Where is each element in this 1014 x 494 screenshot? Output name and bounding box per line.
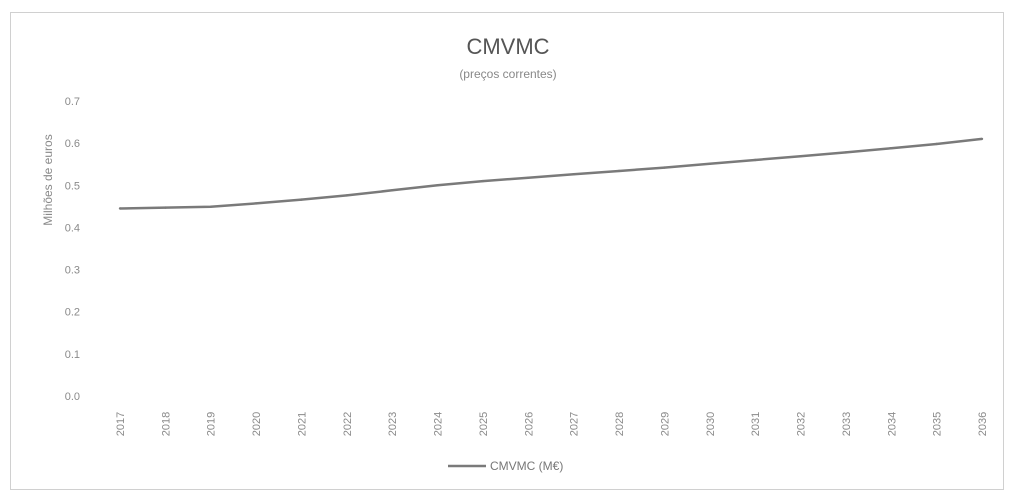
y-tick-label: 0.0 xyxy=(65,391,80,403)
data-point xyxy=(980,137,984,141)
legend: CMVMC (M€) xyxy=(448,459,563,473)
data-point xyxy=(572,173,575,176)
y-tick-label: 0.7 xyxy=(65,96,80,108)
data-point xyxy=(844,151,848,154)
y-tick-label: 0.5 xyxy=(65,180,80,192)
x-tick-label: 2017 xyxy=(115,412,127,436)
x-tick-label: 2023 xyxy=(387,412,399,436)
x-tick-labels: 2017 2018 2019 2020 2021 2022 2023 2024 2025 2026… xyxy=(115,412,989,436)
x-tick-label: 2034 xyxy=(886,412,898,436)
data-point xyxy=(345,194,349,197)
y-tick-label: 0.2 xyxy=(65,307,80,319)
x-tick-label: 2021 xyxy=(296,412,308,436)
data-point xyxy=(799,155,802,158)
chart-title: CMVMC xyxy=(466,34,549,59)
data-point xyxy=(300,198,303,201)
x-tick-label: 2020 xyxy=(251,412,263,436)
data-point xyxy=(209,205,212,208)
y-tick-labels: 0.0 0.1 0.2 0.3 0.4 0.5 0.6 0.7 xyxy=(65,96,80,403)
data-point xyxy=(254,202,258,205)
x-tick-label: 2029 xyxy=(659,412,671,436)
data-point xyxy=(481,179,485,183)
x-tick-label: 2026 xyxy=(523,412,535,436)
data-point xyxy=(890,147,893,150)
y-tick-label: 0.6 xyxy=(65,138,80,150)
data-point xyxy=(391,189,394,192)
x-tick-label: 2025 xyxy=(478,412,490,436)
x-tick-label: 2031 xyxy=(750,412,762,436)
chart-frame xyxy=(10,12,1004,490)
data-point xyxy=(118,207,122,210)
data-point xyxy=(527,176,530,179)
data-point xyxy=(663,166,666,169)
y-axis-label: Milhões de euros xyxy=(41,134,55,225)
data-point xyxy=(935,142,938,146)
x-tick-label: 2022 xyxy=(342,412,354,436)
data-point xyxy=(753,158,757,162)
x-tick-label: 2019 xyxy=(206,412,218,436)
data-point xyxy=(164,206,167,209)
data-point xyxy=(617,169,621,173)
x-tick-label: 2018 xyxy=(160,412,172,436)
legend-entry: CMVMC (M€) xyxy=(490,459,563,473)
x-tick-label: 2027 xyxy=(569,412,581,436)
series-line xyxy=(119,137,983,210)
y-tick-label: 0.1 xyxy=(65,349,80,361)
chart-subtitle: (preços correntes) xyxy=(459,67,556,81)
y-tick-label: 0.4 xyxy=(65,222,80,234)
x-tick-label: 2032 xyxy=(796,412,808,436)
x-tick-label: 2028 xyxy=(614,412,626,436)
x-tick-label: 2024 xyxy=(433,412,445,436)
x-tick-label: 2030 xyxy=(705,412,717,436)
x-tick-label: 2036 xyxy=(977,412,989,436)
data-point xyxy=(436,184,439,187)
series-group xyxy=(118,137,984,210)
x-tick-label: 2035 xyxy=(932,412,944,436)
data-point xyxy=(708,162,711,165)
x-tick-label: 2033 xyxy=(841,412,853,436)
y-tick-label: 0.3 xyxy=(65,265,80,277)
